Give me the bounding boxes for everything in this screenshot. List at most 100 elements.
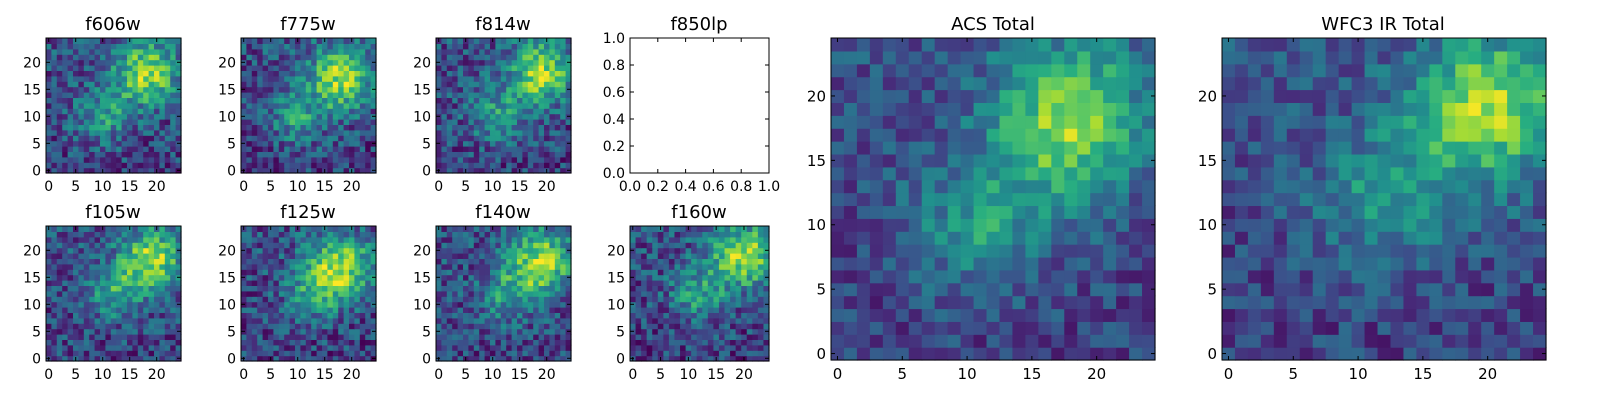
heatmap-cell <box>132 307 139 313</box>
heatmap-cell <box>78 339 85 346</box>
heatmap-cell <box>702 290 709 297</box>
heatmap-cell <box>973 102 988 116</box>
heatmap-cell <box>1051 166 1065 181</box>
heatmap-cell <box>159 156 166 163</box>
heatmap-cell <box>241 129 247 136</box>
heatmap-cell <box>533 312 540 319</box>
heatmap-cell <box>463 81 469 88</box>
heatmap-cell <box>468 323 475 330</box>
heatmap-cell <box>484 129 491 136</box>
heatmap-cell <box>527 43 534 50</box>
heatmap-cell <box>674 334 681 340</box>
heatmap-cell <box>121 334 128 340</box>
heatmap-cell <box>257 301 264 308</box>
heatmap-cell <box>452 97 459 104</box>
heatmap-cell <box>143 54 150 61</box>
heatmap-cell <box>46 280 52 286</box>
heatmap-cell <box>51 92 58 98</box>
heatmap-cell <box>457 263 464 270</box>
heatmap-cell <box>446 43 453 50</box>
heatmap-cell <box>164 253 171 259</box>
heatmap-cell <box>94 285 101 292</box>
heatmap-cell <box>73 92 79 98</box>
heatmap-cell <box>289 108 296 115</box>
heatmap-cell <box>511 328 518 335</box>
heatmap-cell <box>657 328 664 335</box>
heatmap-cell <box>159 146 166 152</box>
heatmap-cell <box>349 323 355 330</box>
heatmap-cell <box>316 129 323 136</box>
heatmap-cell <box>1012 141 1026 155</box>
heatmap-cell <box>908 115 923 129</box>
heatmap-cell <box>674 285 681 292</box>
heatmap-cell <box>121 129 128 136</box>
heatmap-cell <box>724 285 731 292</box>
heatmap-cell <box>175 97 182 104</box>
heatmap-cell <box>154 113 160 120</box>
heatmap-cell <box>1038 334 1052 348</box>
heatmap-cell <box>62 344 69 351</box>
heatmap-cell <box>332 317 339 324</box>
x-tick-label: 20 <box>343 179 361 195</box>
heatmap-cell <box>652 317 659 324</box>
heatmap-cell <box>257 355 264 362</box>
heatmap-cell <box>349 307 355 313</box>
heatmap-cell <box>170 65 177 71</box>
heatmap-cell <box>311 307 318 313</box>
heatmap-cell <box>67 290 74 297</box>
heatmap-cell <box>73 146 79 152</box>
heatmap-cell <box>164 236 171 243</box>
heatmap-cell <box>479 323 486 330</box>
heatmap-cell <box>62 59 69 66</box>
heatmap-cell <box>973 218 988 232</box>
heatmap-cell <box>1012 244 1026 258</box>
heatmap-cell <box>463 151 469 158</box>
heatmap-cell <box>533 301 540 308</box>
heatmap-cell <box>273 162 280 169</box>
heatmap-cell <box>62 167 69 174</box>
heatmap-cell <box>495 119 502 125</box>
heatmap-cell <box>246 307 253 313</box>
heatmap-cell <box>262 59 269 66</box>
heatmap-cell <box>973 128 988 142</box>
heatmap-cell <box>164 290 171 297</box>
heatmap-cell <box>1129 166 1143 181</box>
heatmap-cell <box>484 124 491 131</box>
heatmap-cell <box>105 119 112 125</box>
heatmap-cell <box>73 86 79 93</box>
heatmap-cell <box>446 140 453 147</box>
heatmap-cell <box>322 285 328 292</box>
heatmap-cell <box>83 65 90 71</box>
heatmap-cell <box>960 334 975 348</box>
heatmap-cell <box>490 43 496 50</box>
heatmap-cell <box>565 119 572 125</box>
heatmap-cell <box>262 156 269 163</box>
heatmap-cell <box>100 113 106 120</box>
heatmap-cell <box>332 328 339 335</box>
heatmap-cell <box>549 323 556 330</box>
heatmap-cell <box>246 280 253 286</box>
heatmap-cell <box>137 108 144 115</box>
heatmap-cell <box>332 355 339 362</box>
heatmap-cell <box>500 92 507 98</box>
heatmap-cell <box>1051 192 1065 207</box>
heatmap-cell <box>999 334 1014 348</box>
heatmap-cell <box>763 344 770 351</box>
heatmap-cell <box>495 296 502 303</box>
heatmap-cell <box>468 167 475 174</box>
heatmap-cell <box>506 236 513 243</box>
heatmap-cell <box>262 301 269 308</box>
heatmap-cell <box>338 317 345 324</box>
heatmap-cell <box>554 162 561 169</box>
heatmap-cell <box>763 290 770 297</box>
heatmap-cell <box>316 140 323 147</box>
heatmap-cell <box>947 218 962 232</box>
heatmap-cell <box>452 81 459 88</box>
heatmap-cell <box>154 242 160 249</box>
heatmap-cell <box>921 334 936 348</box>
heatmap-cell <box>322 156 328 163</box>
heatmap-cell <box>143 334 150 340</box>
heatmap-cell <box>300 86 307 93</box>
heatmap-cell <box>284 151 291 158</box>
